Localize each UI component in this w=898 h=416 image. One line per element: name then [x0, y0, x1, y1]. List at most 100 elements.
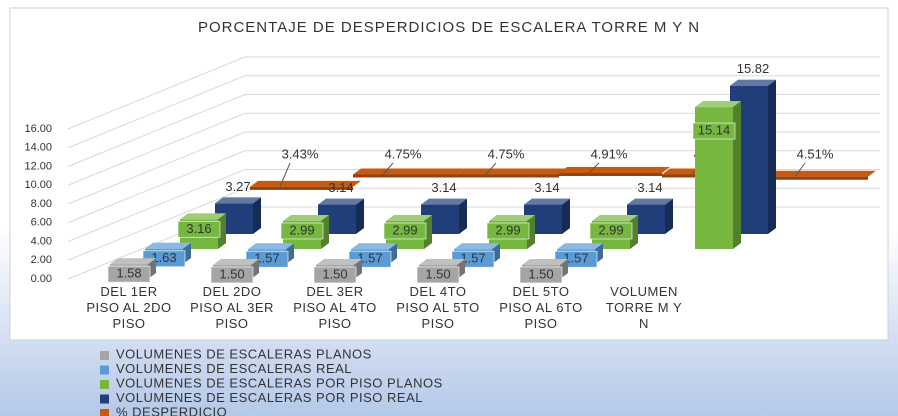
label-box: [416, 266, 460, 284]
face-shade: [592, 214, 638, 221]
bar-top: [316, 258, 362, 265]
ribbon-front: [765, 176, 868, 180]
face-shade: [695, 101, 741, 108]
data-label: 3.43%: [282, 146, 319, 161]
bar-top: [283, 214, 329, 221]
legend-swatch: [100, 409, 109, 416]
bar-top: [215, 197, 261, 204]
face-shade: [522, 258, 568, 265]
grid-line: [67, 94, 880, 167]
face-shade: [765, 176, 868, 180]
data-label: 1.57: [563, 251, 588, 266]
data-label: 15.14: [698, 123, 731, 138]
bar-top: [489, 214, 535, 221]
label-box: [107, 265, 151, 283]
data-label: 1.50: [219, 266, 244, 281]
label-box: [519, 266, 563, 284]
grid-line: [67, 169, 880, 242]
face-shade: [419, 258, 465, 265]
ribbon-top: [456, 168, 567, 175]
data-label: 1.63: [151, 250, 176, 265]
face-shade: [562, 198, 570, 234]
face-shade: [248, 243, 294, 250]
face-shade: [386, 214, 432, 221]
grid-line: [67, 150, 880, 224]
grid-line: [67, 131, 880, 205]
data-label: 1.57: [357, 251, 382, 266]
data-label: 1.50: [528, 266, 553, 281]
ribbon-top: [559, 166, 670, 173]
ribbon-front: [456, 174, 559, 178]
legend-swatch: [100, 380, 109, 389]
label-box: [692, 122, 736, 140]
ribbon-top: [765, 170, 876, 177]
bar-top: [454, 243, 500, 250]
face-shade: [665, 198, 673, 234]
face-shade: [353, 174, 456, 178]
face-shade: [768, 79, 776, 234]
label-box: [280, 222, 324, 240]
face-shade: [454, 243, 500, 250]
data-label: 3.16: [186, 221, 211, 236]
bar-top: [318, 198, 364, 205]
y-tick-label: 10.00: [24, 179, 52, 191]
bar-top: [627, 198, 673, 205]
grid-line: [67, 56, 880, 130]
face-shade: [180, 213, 226, 220]
ribbon-segment: [765, 170, 876, 180]
bar-top: [213, 258, 259, 265]
face-shade: [421, 198, 467, 205]
chart-title: PORCENTAJE DE DESPERDICIOS DE ESCALERA T…: [198, 19, 700, 36]
face-shade: [318, 198, 364, 205]
bar-top: [421, 198, 467, 205]
face-shade: [351, 243, 397, 250]
bar-top: [386, 214, 432, 221]
x-tick-label: DEL 4TO PISO AL 5TO PISO: [396, 284, 480, 331]
data-label: 2.99: [495, 222, 520, 237]
bar-side: [356, 198, 364, 234]
data-label: 1.50: [322, 266, 347, 281]
face-shade: [456, 174, 559, 178]
face-shade: [557, 243, 603, 250]
legend-swatch: [100, 394, 109, 404]
legend-swatch: [100, 351, 109, 360]
face-shade: [559, 172, 662, 176]
bar-side: [459, 198, 467, 234]
x-tick-label: DEL 3ER PISO AL 4TO PISO: [293, 284, 377, 331]
face-shade: [524, 198, 570, 205]
face-shade: [730, 79, 776, 86]
y-tick-label: 6.00: [31, 217, 52, 229]
bar-top: [419, 258, 465, 265]
x-tick-label: DEL 5TO PISO AL 6TO PISO: [499, 284, 583, 331]
x-tick-label: DEL 1ER PISO AL 2DO PISO: [86, 284, 172, 331]
ribbon-top: [250, 180, 361, 187]
bar-side: [562, 198, 570, 234]
data-label: 4.51%: [797, 146, 834, 161]
leader-line: [588, 162, 600, 174]
ribbon-front: [353, 174, 456, 178]
face-shade: [316, 258, 362, 265]
y-tick-label: 2.00: [31, 254, 52, 266]
data-label: 1.57: [460, 251, 485, 266]
y-tick-label: 12.00: [24, 160, 52, 172]
leader-line: [279, 162, 291, 188]
face-shade: [145, 242, 191, 249]
label-box: [589, 222, 633, 240]
face-shade: [250, 186, 353, 190]
y-tick-label: 16.00: [24, 123, 52, 135]
y-tick-label: 14.00: [24, 142, 52, 154]
legend-label: VOLUMENES DE ESCALERAS PLANOS: [116, 346, 372, 361]
face-shade: [627, 198, 673, 205]
bar-top: [180, 213, 226, 220]
label-box: [383, 222, 427, 240]
data-label: 3.14: [637, 180, 662, 195]
ribbon-front: [250, 186, 353, 190]
y-tick-label: 4.00: [31, 235, 52, 247]
ribbon-top: [353, 168, 464, 175]
data-label: 2.99: [598, 222, 623, 237]
ribbon-segment: [456, 168, 567, 178]
face-shade: [356, 198, 364, 234]
face-shade: [110, 258, 156, 265]
grid-line: [67, 75, 880, 149]
bar-top: [522, 258, 568, 265]
